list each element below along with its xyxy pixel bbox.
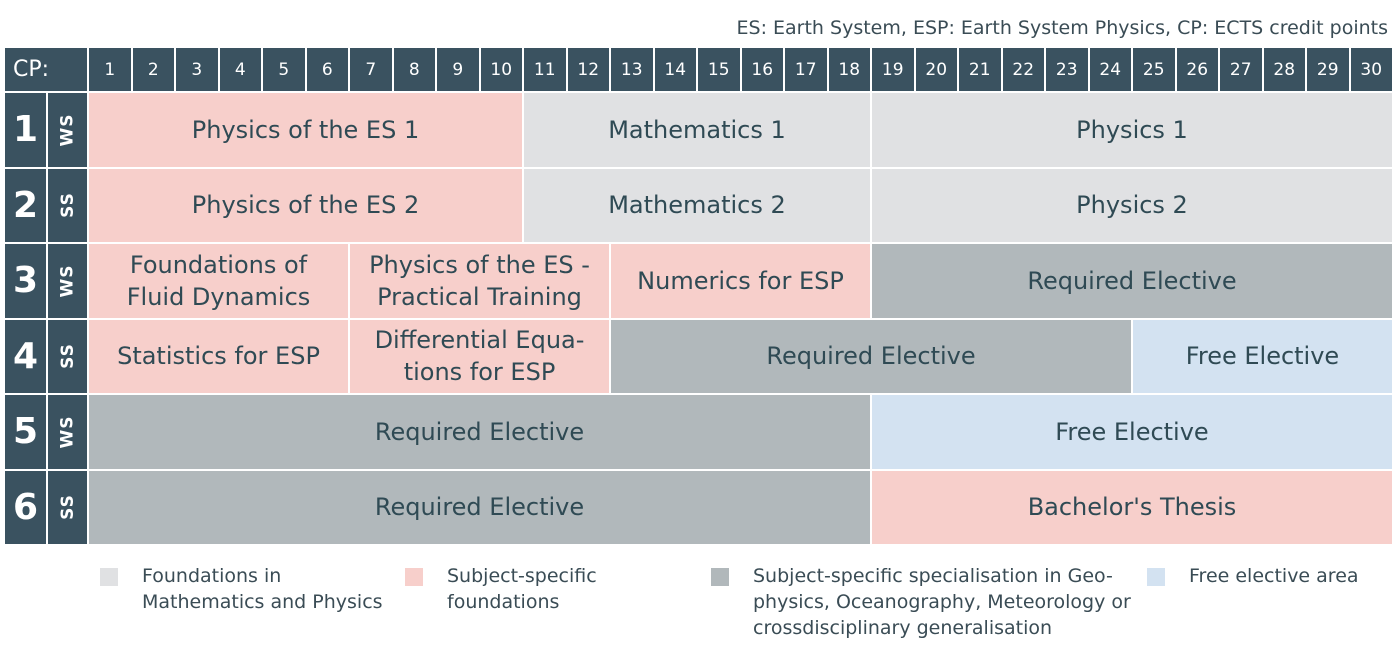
credit-number: 16 (741, 48, 783, 91)
credit-number: 29 (1307, 48, 1349, 91)
credit-number: 11 (524, 48, 566, 91)
module-label: Physics 2 (1076, 191, 1188, 220)
legend-label: Foundations in Mathematics and Physics (142, 565, 383, 613)
legend-item: Subject-specific foundations (405, 563, 597, 615)
term-text: SS (57, 343, 78, 370)
module-label: Mathematics 2 (608, 191, 786, 220)
credit-number: 30 (1350, 48, 1392, 91)
module-label: Free Elective (1185, 342, 1340, 371)
term-label: SS (48, 168, 87, 242)
credit-number: 24 (1089, 48, 1131, 91)
module-cell[interactable]: Free Elective (872, 395, 1392, 469)
module-cell[interactable]: Physics of the ES 2 (89, 168, 522, 242)
credit-number: 7 (350, 48, 392, 91)
cp-header-label: CP: (5, 48, 87, 91)
legend-item: Free elective area (1147, 563, 1359, 589)
credit-number: 25 (1133, 48, 1175, 91)
credit-number: 18 (828, 48, 870, 91)
curriculum-grid: CP: 1 2 3 4 5 6 7 8 9 10 11 12 13 14 15 16 17 18 19 20 21 22 23… (5, 48, 1398, 556)
module-cell[interactable]: Physics 1 (872, 93, 1392, 167)
legend-label: Free elective area (1189, 565, 1359, 587)
module-label: Required Elective (766, 342, 976, 371)
module-label: Foundations of Fluid Dynamics (126, 250, 311, 311)
legend-label: Subject-specific specialisation in Geo- … (753, 565, 1131, 639)
module-cell[interactable]: Foundations of Fluid Dynamics (89, 244, 348, 318)
credit-number: 2 (132, 48, 174, 91)
semester-number: 1 (5, 93, 46, 167)
module-label: Physics of the ES - Practical Training (369, 250, 590, 311)
credit-number: 27 (1220, 48, 1262, 91)
module-label: Statistics for ESP (117, 342, 320, 371)
credit-number: 20 (915, 48, 957, 91)
module-cell[interactable]: Required Elective (872, 244, 1392, 318)
semester-number: 5 (5, 395, 46, 469)
module-label: Numerics for ESP (637, 266, 844, 295)
credit-number: 28 (1263, 48, 1305, 91)
term-text: SS (57, 192, 78, 219)
credit-number: 17 (785, 48, 827, 91)
abbreviation-note: ES: Earth System, ESP: Earth System Phys… (736, 17, 1388, 39)
module-cell[interactable]: Bachelor's Thesis (872, 470, 1392, 544)
legend-swatch (711, 568, 729, 586)
module-cell[interactable]: Physics of the ES 1 (89, 93, 522, 167)
module-label: Bachelor's Thesis (1027, 493, 1237, 522)
module-label: Free Elective (1055, 417, 1209, 446)
module-cell[interactable]: Statistics for ESP (89, 319, 348, 393)
legend-label: Subject-specific foundations (447, 565, 597, 613)
term-label: WS (48, 93, 87, 167)
module-label: Physics 1 (1076, 115, 1188, 144)
legend-item: Foundations in Mathematics and Physics (100, 563, 383, 615)
credit-number: 9 (437, 48, 479, 91)
module-cell[interactable]: Numerics for ESP (611, 244, 870, 318)
credit-number: 14 (654, 48, 696, 91)
semester-number: 2 (5, 168, 46, 242)
term-label: WS (48, 244, 87, 318)
semester-number: 3 (5, 244, 46, 318)
semester-number: 4 (5, 319, 46, 393)
term-text: WS (57, 113, 78, 147)
legend-swatch (405, 568, 423, 586)
module-cell[interactable]: Mathematics 1 (524, 93, 870, 167)
credit-number: 21 (959, 48, 1001, 91)
credit-number: 12 (567, 48, 609, 91)
term-text: SS (57, 494, 78, 521)
module-cell[interactable]: Free Elective (1133, 319, 1392, 393)
credit-number: 1 (89, 48, 131, 91)
module-cell[interactable]: Required Elective (89, 470, 870, 544)
term-label: SS (48, 470, 87, 544)
term-text: WS (57, 264, 78, 298)
legend-swatch (100, 568, 118, 586)
term-text: WS (57, 415, 78, 449)
module-label: Required Elective (1027, 266, 1237, 295)
module-label: Differential Equa- tions for ESP (374, 326, 585, 387)
module-label: Required Elective (374, 417, 585, 446)
credit-number: 13 (611, 48, 653, 91)
module-label: Required Elective (374, 493, 585, 522)
module-label: Physics of the ES 1 (191, 115, 420, 144)
credit-number: 8 (393, 48, 435, 91)
module-cell[interactable]: Physics of the ES - Practical Training (350, 244, 609, 318)
term-label: SS (48, 319, 87, 393)
module-cell[interactable]: Required Elective (611, 319, 1131, 393)
module-cell[interactable]: Differential Equa- tions for ESP (350, 319, 609, 393)
module-cell[interactable]: Physics 2 (872, 168, 1392, 242)
legend-item: Subject-specific specialisation in Geo- … (711, 563, 1131, 641)
module-label: Mathematics 1 (608, 115, 786, 144)
credit-number: 4 (219, 48, 261, 91)
credit-number: 3 (176, 48, 218, 91)
credit-number: 26 (1176, 48, 1218, 91)
credit-number: 5 (263, 48, 305, 91)
legend-swatch (1147, 568, 1165, 586)
term-label: WS (48, 395, 87, 469)
module-cell[interactable]: Mathematics 2 (524, 168, 870, 242)
credit-number: 23 (1046, 48, 1088, 91)
credit-number: 6 (306, 48, 348, 91)
credit-number: 22 (1002, 48, 1044, 91)
credit-number: 19 (872, 48, 914, 91)
module-label: Physics of the ES 2 (191, 191, 420, 220)
module-cell[interactable]: Required Elective (89, 395, 870, 469)
semester-number: 6 (5, 470, 46, 544)
credit-number: 10 (480, 48, 522, 91)
credit-number: 15 (698, 48, 740, 91)
